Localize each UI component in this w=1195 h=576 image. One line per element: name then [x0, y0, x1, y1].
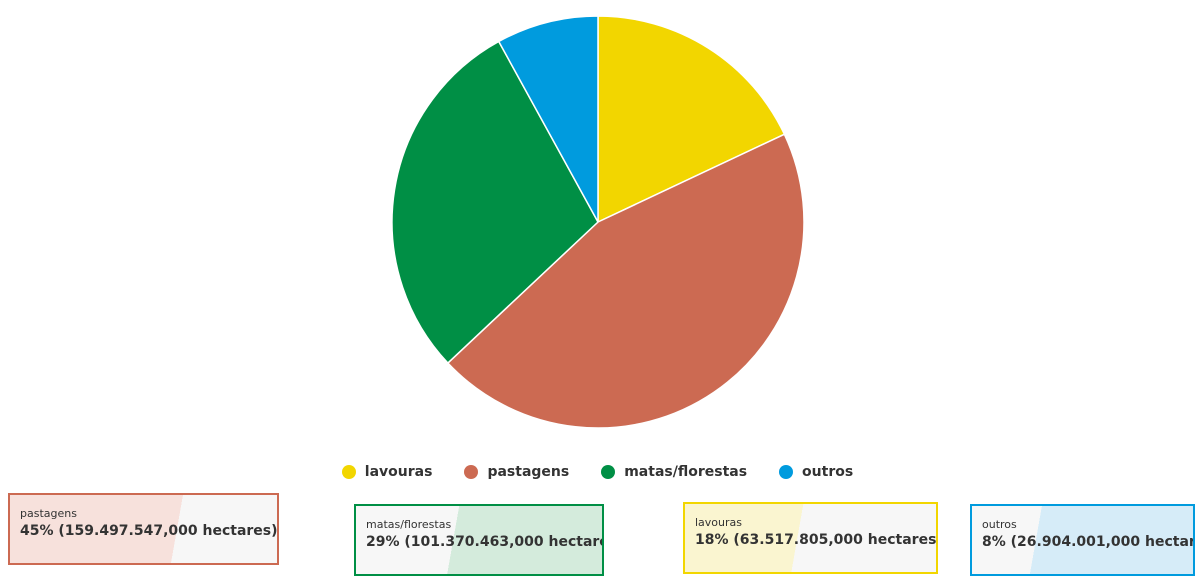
tooltip-pastagens: pastagens 45% (159.497.547,000 hectares) — [8, 493, 279, 565]
legend-marker-lavouras — [341, 465, 356, 479]
legend-marker-pastagens — [464, 465, 479, 479]
tooltip-value: 29% (101.370.463,000 hectares) — [366, 534, 604, 550]
tooltip-label: matas/florestas — [366, 518, 452, 531]
legend-label-pastagens: pastagens — [487, 464, 570, 480]
pie-slice-matas-florestas[interactable] — [391, 40, 599, 365]
chart-legend: lavouras pastagens matas/florestas outro… — [0, 464, 1195, 480]
legend-item-lavouras[interactable]: lavouras — [341, 464, 433, 480]
tooltip-matas-florestas: matas/florestas 29% (101.370.463,000 hec… — [354, 504, 604, 576]
tooltip-lavouras: lavouras 18% (63.517.805,000 hectares) — [683, 502, 938, 574]
pie-slice-outros[interactable] — [497, 15, 599, 223]
legend-label-outros: outros — [802, 464, 854, 480]
legend-marker-outros — [779, 465, 794, 479]
tooltip-outros: outros 8% (26.904.001,000 hectares) — [970, 504, 1195, 576]
tooltip-value: 18% (63.517.805,000 hectares) — [695, 532, 938, 548]
tooltip-value: 45% (159.497.547,000 hectares) — [20, 523, 278, 539]
tooltip-label: lavouras — [695, 516, 743, 529]
tooltip-label: pastagens — [20, 507, 77, 520]
legend-label-lavouras: lavouras — [364, 464, 433, 480]
pie-slice-pastagens[interactable] — [446, 133, 805, 429]
legend-item-outros[interactable]: outros — [779, 464, 853, 480]
tooltip-label: outros — [982, 518, 1017, 531]
pie-chart — [391, 15, 805, 429]
legend-marker-matas-florestas — [601, 465, 616, 479]
legend-item-pastagens[interactable]: pastagens — [464, 464, 569, 480]
legend-label-matas-florestas: matas/florestas — [624, 464, 748, 480]
pie-slice-lavouras[interactable] — [597, 15, 786, 224]
legend-item-matas-florestas[interactable]: matas/florestas — [601, 464, 747, 480]
tooltip-value: 8% (26.904.001,000 hectares) — [982, 534, 1195, 550]
pie-slices — [391, 15, 805, 429]
